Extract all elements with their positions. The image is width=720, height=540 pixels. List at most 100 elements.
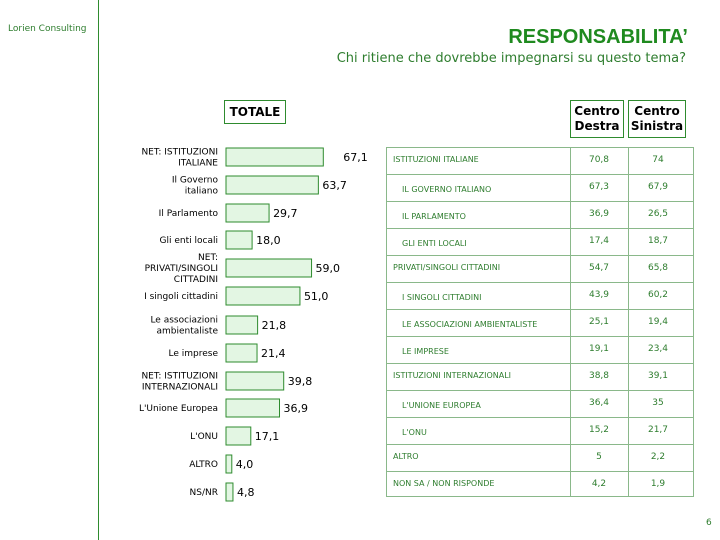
value-centro-sinistra: 21,7 <box>647 424 669 435</box>
category-label: CITTADINI <box>174 275 218 285</box>
table-row-divider <box>386 363 694 364</box>
value-centro-destra: 70,8 <box>588 154 610 165</box>
page-subtitle: Chi ritiene che dovrebbe impegnarsi su q… <box>336 51 686 66</box>
table-row-divider <box>386 255 694 256</box>
bar-value-label: 21,4 <box>261 347 286 360</box>
category-label: L'Unione Europea <box>139 404 218 414</box>
table-row-label: L'ONU <box>402 427 427 437</box>
value-centro-sinistra: 39,1 <box>647 370 669 381</box>
bar <box>225 230 253 250</box>
category-label: Il Parlamento <box>159 209 219 219</box>
category-label: ambientaliste <box>156 327 218 337</box>
results-table <box>386 147 694 497</box>
bar <box>225 343 258 363</box>
table-row-divider <box>386 201 694 202</box>
table-row-label: ALTRO <box>393 451 419 461</box>
column-header-line: Sinistra <box>630 119 684 133</box>
table-row-label: GLI ENTI LOCALI <box>402 238 467 248</box>
table-row-divider <box>386 336 694 337</box>
bar-value-label: 4,0 <box>236 458 254 471</box>
table-column-divider <box>628 147 629 497</box>
value-centro-sinistra: 35 <box>652 397 664 408</box>
category-label: NS/NR <box>190 488 218 498</box>
table-row-label: ISTITUZIONI INTERNAZIONALI <box>393 370 512 380</box>
category-label: INTERNAZIONALI <box>142 383 218 393</box>
table-row-divider <box>386 417 694 418</box>
table-row-divider <box>386 228 694 229</box>
bar-value-label: 18,0 <box>256 234 281 247</box>
bar-value-label: 4,8 <box>237 486 255 499</box>
bar <box>225 426 252 446</box>
category-label: italiano <box>185 187 219 197</box>
left-divider-line <box>98 0 99 540</box>
table-row-divider <box>386 174 694 175</box>
value-centro-sinistra: 67,9 <box>647 181 669 192</box>
table-row-label: IL PARLAMENTO <box>402 211 466 221</box>
bar-value-label: 39,8 <box>288 375 313 388</box>
category-label: Gli enti locali <box>160 236 218 246</box>
category-label: L'ONU <box>190 432 218 442</box>
bar <box>225 286 301 306</box>
category-label: NET: ISTITUZIONI <box>141 372 218 382</box>
bar <box>225 203 270 223</box>
bar-value-label: 59,0 <box>316 262 341 275</box>
value-centro-destra: 67,3 <box>588 181 610 192</box>
table-row-divider <box>386 282 694 283</box>
table-row-label: ISTITUZIONI ITALIANE <box>393 154 479 164</box>
bar <box>225 147 324 167</box>
bar <box>225 258 313 278</box>
value-centro-destra: 25,1 <box>588 316 610 327</box>
value-centro-sinistra: 60,2 <box>647 289 669 300</box>
value-centro-destra: 38,8 <box>588 370 610 381</box>
value-centro-destra: 36,4 <box>588 397 610 408</box>
value-centro-destra: 19,1 <box>588 343 610 354</box>
table-row-divider <box>386 471 694 472</box>
value-centro-sinistra: 2,2 <box>650 451 666 462</box>
category-label: I singoli cittadini <box>144 292 218 302</box>
bar <box>225 398 281 418</box>
table-row-label: I SINGOLI CITTADINI <box>402 292 482 302</box>
table-row-label: LE IMPRESE <box>402 346 449 356</box>
table-column-divider <box>570 147 571 497</box>
value-centro-destra: 5 <box>596 451 602 462</box>
column-header-centro-sinistra: Centro Sinistra <box>628 100 686 138</box>
table-row-divider <box>386 390 694 391</box>
bar <box>225 315 259 335</box>
bar <box>225 482 234 502</box>
column-header-line: Destra <box>574 119 620 133</box>
category-label: PRIVATI/SINGOLI <box>145 264 218 274</box>
category-label: Le imprese <box>169 349 219 359</box>
value-centro-sinistra: 18,7 <box>647 235 669 246</box>
table-row-divider <box>386 309 694 310</box>
value-centro-sinistra: 74 <box>652 154 664 165</box>
value-centro-sinistra: 19,4 <box>647 316 669 327</box>
table-row-label: IL GOVERNO ITALIANO <box>402 184 492 194</box>
value-centro-sinistra: 65,8 <box>647 262 669 273</box>
column-header-line: Centro <box>634 104 680 118</box>
table-row-label: L'UNIONE EUROPEA <box>402 400 481 410</box>
value-centro-destra: 4,2 <box>591 478 607 489</box>
category-label: Il Governo <box>172 176 219 186</box>
bar-value-label: 51,0 <box>304 290 329 303</box>
column-header-line: Centro <box>574 104 620 118</box>
category-label: NET: <box>198 253 218 263</box>
chart-title-box: TOTALE <box>224 100 286 124</box>
value-centro-sinistra: 23,4 <box>647 343 669 354</box>
value-centro-sinistra: 1,9 <box>650 478 666 489</box>
value-centro-destra: 36,9 <box>588 208 610 219</box>
category-label: NET: ISTITUZIONI <box>141 148 218 158</box>
page-title: RESPONSABILITA’ <box>508 26 688 48</box>
bar <box>225 175 319 195</box>
brand-name: Lorien Consulting <box>8 24 87 34</box>
value-centro-destra: 43,9 <box>588 289 610 300</box>
bar-value-label: 29,7 <box>273 207 298 220</box>
bar-value-label: 67,1 <box>343 151 368 164</box>
value-centro-destra: 17,4 <box>588 235 610 246</box>
value-centro-destra: 15,2 <box>588 424 610 435</box>
category-label: ALTRO <box>189 460 218 470</box>
page-number: 6 <box>706 518 712 528</box>
category-label: ITALIANE <box>178 159 218 169</box>
table-row-label: LE ASSOCIAZIONI AMBIENTALISTE <box>402 319 538 329</box>
category-label: Le associazioni <box>150 316 218 326</box>
